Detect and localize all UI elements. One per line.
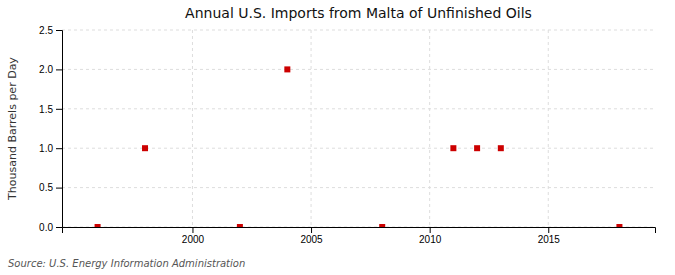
y-tick: 1.5 [39, 104, 62, 115]
point [616, 224, 622, 227]
x-tick-label: 2015 [538, 234, 561, 245]
grid-line-x [192, 30, 193, 227]
grid-line-y [62, 148, 655, 149]
point [95, 224, 101, 227]
grid-line-x [548, 30, 549, 227]
y-tick-label: 1.0 [39, 143, 53, 154]
grid-line-x [429, 30, 430, 227]
point [474, 145, 480, 151]
y-tick: 0.0 [39, 222, 62, 233]
title: Annual U.S. Imports from Malta of Unfini… [185, 5, 532, 21]
grid-line-y [62, 69, 655, 70]
point [498, 145, 504, 151]
x-tick-label: 2005 [300, 234, 323, 245]
y-tick-mark [56, 109, 62, 110]
point [142, 145, 148, 151]
grid [62, 30, 655, 227]
x-axis-line [63, 228, 656, 234]
y-axis-title: Thousand Barrels per Day [6, 57, 19, 201]
y-tick-mark [56, 30, 62, 31]
y-tick-label: 0.5 [39, 182, 53, 193]
x-tick: 2015 [538, 227, 561, 245]
y-axis: 0.0 0.5 1.0 1.5 2.0 2.5 [39, 25, 62, 233]
y-tick: 1.0 [39, 143, 62, 154]
point [284, 66, 290, 72]
point [379, 224, 385, 227]
y-tick: 2.5 [39, 25, 62, 36]
x-tick-label: 2000 [182, 234, 205, 245]
point [237, 224, 243, 227]
x-tick: 2000 [182, 227, 205, 245]
y-tick-mark [56, 148, 62, 149]
plot-area: 2000 2005 2010 2015 0.0 0.5 1.0 1.5 2.0 2.5 [39, 25, 655, 245]
x-tick: 2010 [419, 227, 442, 245]
y-tick: 2.0 [39, 64, 62, 75]
points [95, 66, 623, 227]
x-tick-mark [548, 227, 549, 233]
grid-line-y [62, 30, 655, 31]
y-tick-label: 1.5 [39, 104, 53, 115]
y-axis-line [56, 31, 63, 228]
chart: 2000 2005 2010 2015 0.0 0.5 1.0 1.5 2.0 2.5 Annual… [0, 0, 675, 275]
grid-line-x [311, 30, 312, 227]
y-tick-label: 0.0 [39, 222, 53, 233]
x-tick-label: 2010 [419, 234, 442, 245]
grid-line-y [62, 187, 655, 188]
y-tick-mark [56, 188, 62, 189]
source-note: Source: U.S. Energy Information Administ… [8, 258, 245, 269]
x-tick-mark [311, 227, 312, 233]
x-tick-mark [430, 227, 431, 233]
y-tick-label: 2.5 [39, 25, 53, 36]
point [450, 145, 456, 151]
x-tick-mark [192, 227, 193, 233]
x-axis: 2000 2005 2010 2015 [63, 227, 656, 245]
x-tick: 2005 [300, 227, 323, 245]
grid-line-y [62, 108, 655, 109]
y-tick-label: 2.0 [39, 64, 53, 75]
y-tick: 0.5 [39, 182, 62, 193]
y-tick-mark [56, 227, 62, 228]
y-tick-mark [56, 69, 62, 70]
